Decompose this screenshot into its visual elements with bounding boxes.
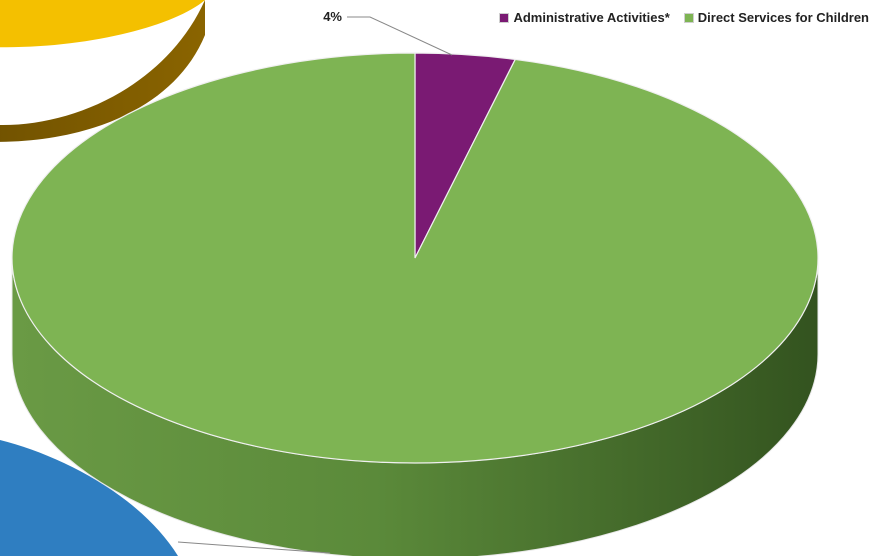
legend-swatch-administrative — [499, 12, 510, 23]
leader-line-bottom — [177, 541, 331, 554]
legend-swatch-direct-services — [683, 12, 694, 23]
legend-item-administrative: Administrative Activities* — [499, 10, 670, 25]
legend-label-direct-services: Direct Services for Children — [697, 10, 869, 25]
background-pie-gold — [0, 0, 205, 142]
data-label-admin-percent: 4% — [323, 9, 342, 24]
legend-label-administrative: Administrative Activities* — [513, 10, 670, 25]
pie-slice-direct-services-for-children — [11, 52, 819, 464]
background-pie-blue — [0, 440, 178, 556]
legend-item-direct-services: Direct Services for Children — [683, 10, 869, 25]
main-pie — [11, 52, 819, 556]
leader-line-admin — [347, 16, 453, 56]
chart-legend: Administrative Activities* Direct Servic… — [499, 10, 869, 25]
